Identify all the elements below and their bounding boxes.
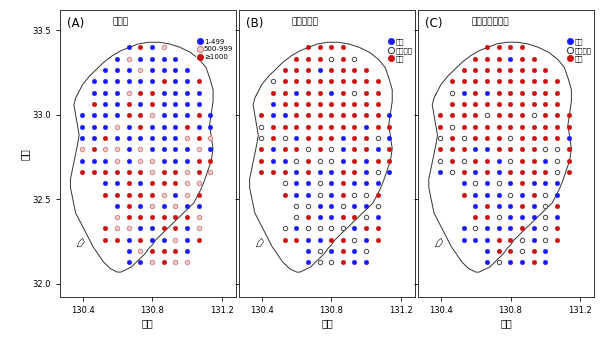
- Text: 捕獲数: 捕獲数: [113, 17, 129, 26]
- Text: (C): (C): [425, 17, 443, 30]
- Legend: 減少, 変化なし, 増加: 減少, 変化なし, 増加: [388, 38, 413, 63]
- X-axis label: 経度: 経度: [500, 318, 512, 328]
- Text: 被害の増減: 被害の増減: [292, 17, 319, 26]
- Text: (B): (B): [246, 17, 263, 30]
- X-axis label: 経度: 経度: [321, 318, 333, 328]
- Text: 生息密度の増減: 生息密度の増減: [471, 17, 509, 26]
- Legend: 減少, 変化なし, 増加: 減少, 変化なし, 増加: [567, 38, 592, 63]
- Text: (A): (A): [67, 17, 84, 30]
- Legend: 1-499, 500-999, ≥1000: 1-499, 500-999, ≥1000: [196, 38, 234, 61]
- Y-axis label: 緯度: 緯度: [20, 148, 29, 160]
- X-axis label: 経度: 経度: [142, 318, 154, 328]
